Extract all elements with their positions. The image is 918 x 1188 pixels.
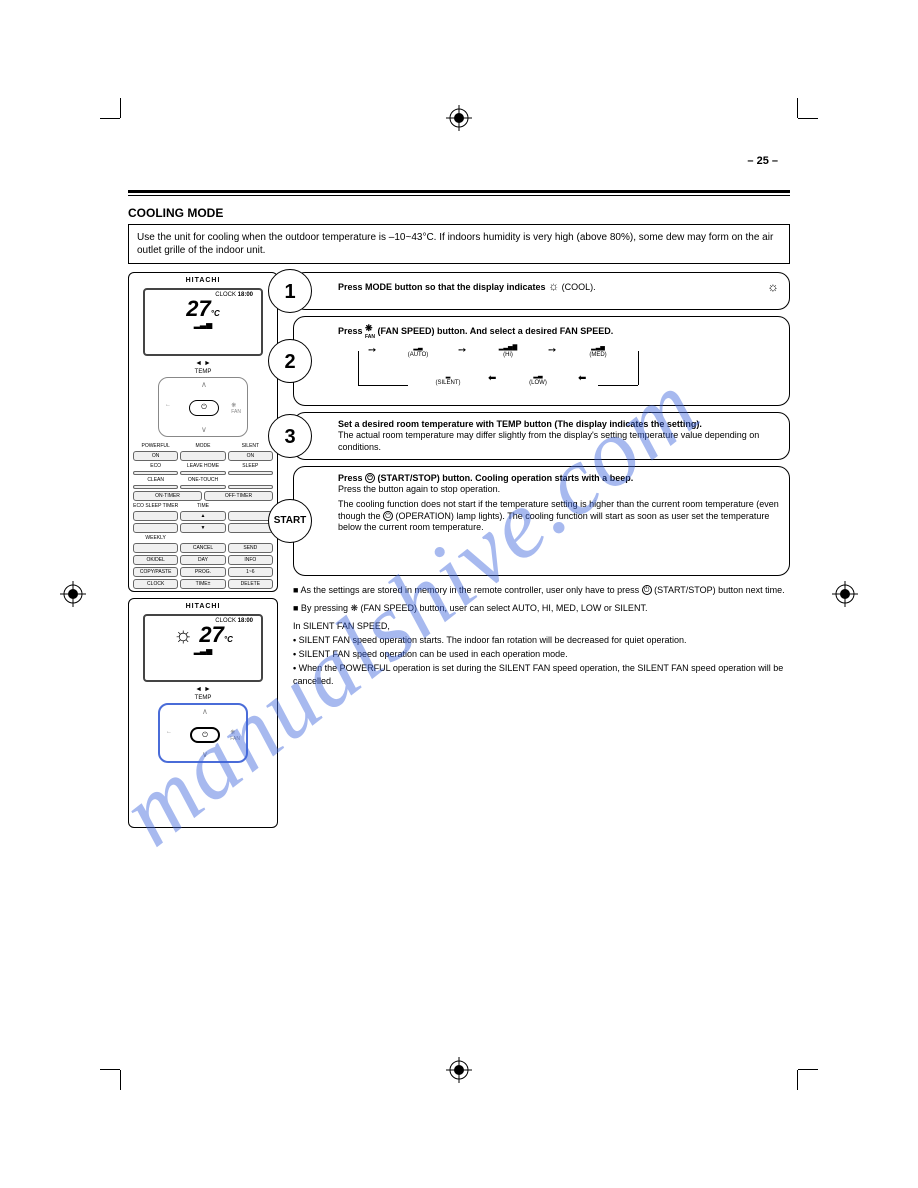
page-content: COOLING MODE Use the unit for cooling wh… [128, 190, 790, 828]
loop-line [358, 385, 408, 386]
arrow-right-icon: ➙ [458, 345, 466, 358]
arrow-right-icon: ➙ [368, 345, 376, 358]
nav-cluster: ∧ ∨ ← ❋FAN ⏻ [158, 703, 248, 763]
step-note: The cooling function does not start if t… [338, 499, 779, 533]
fan-speed-diagram: ➙ ▂▃(AUTO) ➙ ▂▃▅▇(Hi) ➙ ▂▃▅(MED) ▂(SILEN… [338, 345, 779, 395]
registration-mark-icon [832, 581, 858, 607]
power-button: ⏻ [189, 400, 219, 416]
remote-controller-diagram: HITACHI CLOCK 18:00 27°C ▂▃▅ ◄ ► TEMP ∧ … [128, 272, 278, 592]
rule [128, 195, 790, 196]
remote-diagram-column: HITACHI CLOCK 18:00 27°C ▂▃▅ ◄ ► TEMP ∧ … [128, 272, 283, 828]
rule [128, 190, 790, 193]
registration-mark-icon [446, 105, 472, 131]
crop-mark [100, 1069, 120, 1070]
down-arrow-icon: ∨ [201, 425, 207, 434]
step-1-box: 1 Press MODE button so that the display … [293, 272, 790, 310]
crop-mark [120, 1070, 121, 1090]
steps-column: 1 Press MODE button so that the display … [293, 272, 790, 828]
bullet-item: SILENT FAN speed operation starts. The i… [293, 634, 790, 646]
nav-cluster: ∧ ∨ ← ❋FAN ⏻ [158, 377, 248, 437]
left-label: ← [166, 729, 172, 735]
crop-mark [798, 1069, 818, 1070]
crop-mark [797, 1070, 798, 1090]
crop-mark [797, 98, 798, 118]
step-title: Press MODE button so that the display in… [338, 282, 596, 292]
remote-controller-diagram-closed: HITACHI CLOCK 18:00 ☼ 27°C ▂▃▅ ◄ ► TEMP … [128, 598, 278, 828]
step-number: 3 [268, 414, 312, 458]
step-start-box: START Press ⏻ (START/STOP) button. Cooli… [293, 466, 790, 576]
section-title: COOLING MODE [128, 206, 790, 220]
step-title: Set a desired room temperature with TEMP… [338, 419, 779, 430]
step-2-box: 2 Press ❋FAN (FAN SPEED) button. And sel… [293, 316, 790, 406]
step-number: 2 [268, 339, 312, 383]
step-body: The actual room temperature may differ s… [338, 430, 779, 453]
temp-label: TEMP [129, 695, 277, 701]
step-number: 1 [268, 269, 312, 313]
step-body: Press the button again to stop operation… [338, 484, 779, 495]
arrow-left-icon: ⬅ [488, 373, 496, 386]
fan-silent-icon: ▂(SILENT) [418, 373, 478, 388]
fan-auto-icon: ▂▃(AUTO) [388, 345, 448, 360]
loop-line [598, 385, 638, 386]
fan-med-icon: ▂▃▅(MED) [568, 345, 628, 360]
arrow-left-icon: ⬅ [578, 373, 586, 386]
page-number: – 25 – [747, 155, 778, 167]
sun-icon: ☼ [767, 279, 779, 295]
registration-mark-icon [60, 581, 86, 607]
up-arrow-icon: ∧ [201, 380, 207, 389]
fan-low-icon: ▂▃(LOW) [508, 373, 568, 388]
arrow-right-icon: ➙ [548, 345, 556, 358]
fan-label: ❋FAN [231, 402, 241, 415]
left-label: ← [165, 402, 171, 408]
crop-mark [120, 98, 121, 118]
fan-bars-icon: ▂▃▅ [145, 646, 261, 655]
down-arrow-icon: ∨ [202, 750, 208, 759]
brand-label: HITACHI [129, 599, 277, 610]
crop-mark [798, 118, 818, 119]
lcd-display: CLOCK 18:00 27°C ▂▃▅ [143, 288, 263, 356]
crop-mark [100, 118, 120, 119]
footer-notes: ■ As the settings are stored in memory i… [293, 584, 790, 687]
direction-icons: ◄ ► [129, 360, 277, 367]
fan-label: ❋FAN [230, 729, 240, 742]
bullet-item: When the POWERFUL operation is set durin… [293, 662, 790, 686]
brand-label: HITACHI [129, 273, 277, 284]
fan-hi-icon: ▂▃▅▇(Hi) [478, 345, 538, 360]
up-arrow-icon: ∧ [202, 707, 208, 716]
power-button: ⏻ [190, 727, 220, 743]
step-title: Press ⏻ (START/STOP) button. Cooling ope… [338, 473, 779, 484]
step-title: Press ❋FAN (FAN SPEED) button. And selec… [338, 323, 779, 341]
step-3-box: 3 Set a desired room temperature with TE… [293, 412, 790, 460]
loop-line [638, 351, 639, 385]
step-start-label: START [268, 499, 312, 543]
cooling-note-box: Use the unit for cooling when the outdoo… [128, 224, 790, 264]
lcd-display: CLOCK 18:00 ☼ 27°C ▂▃▅ [143, 614, 263, 682]
button-grid: POWERFULMODESILENT ONON ECOLEAVE HOMESLE… [133, 443, 273, 589]
registration-mark-icon [446, 1057, 472, 1083]
bullet-item: SILENT FAN speed operation can be used i… [293, 648, 790, 660]
temp-label: TEMP [129, 369, 277, 375]
loop-line [358, 351, 359, 385]
direction-icons: ◄ ► [129, 686, 277, 693]
fan-bars-icon: ▂▃▅ [145, 320, 261, 329]
